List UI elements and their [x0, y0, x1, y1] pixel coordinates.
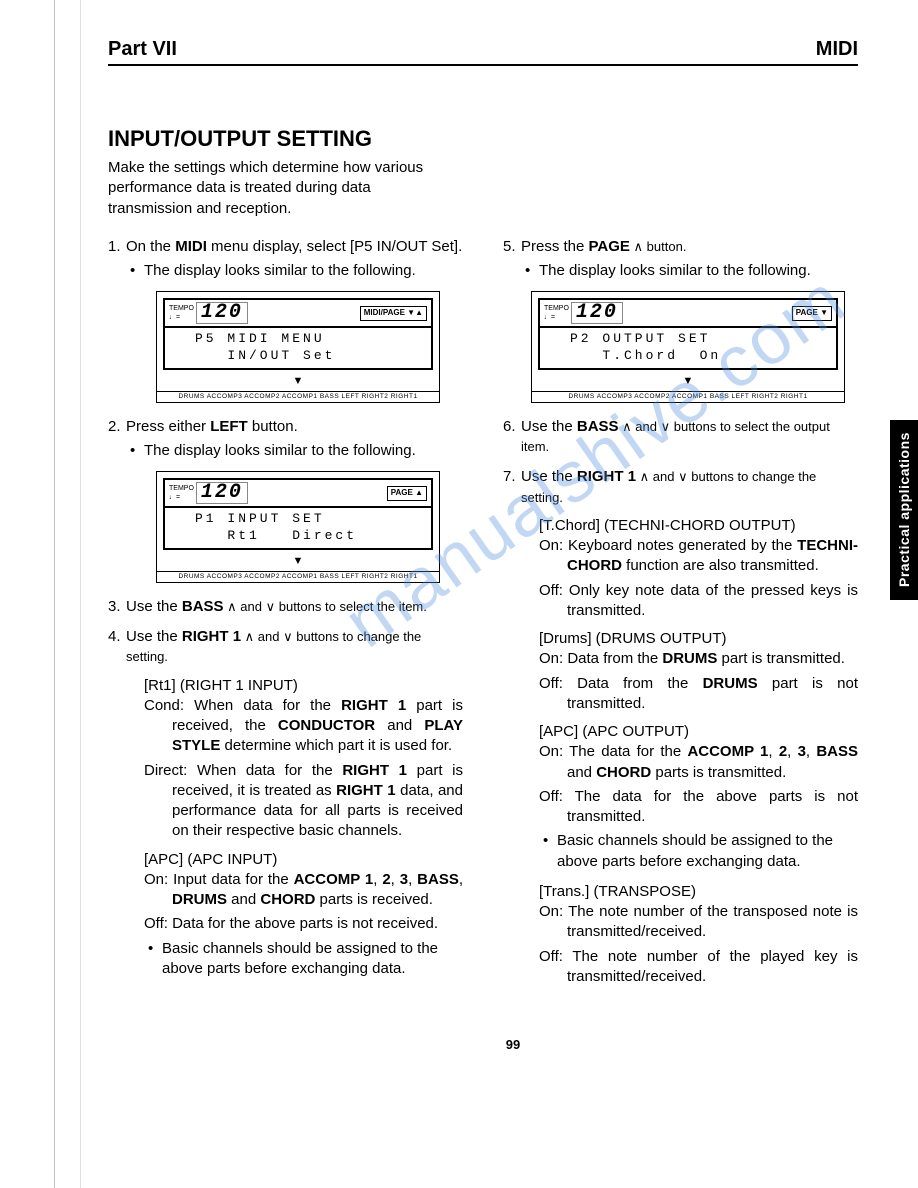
- step2-text: Press either LEFT button.: [126, 418, 298, 435]
- tchord-on: On: Keyboard notes generated by the TECH…: [567, 536, 858, 577]
- step5-bullet: The display looks similar to the followi…: [521, 261, 858, 281]
- tchord-block: [T.Chord] (TECHNI-CHORD OUTPUT) On: Keyb…: [539, 516, 858, 621]
- lcd3-keys: DRUMS ACCOMP3 ACCOMP2 ACCOMP1 BASS LEFT …: [532, 391, 844, 402]
- drums-block: [Drums] (DRUMS OUTPUT) On: Data from the…: [539, 629, 858, 714]
- apc-bullet: Basic channels should be assigned to the…: [144, 939, 463, 980]
- apc-out-bullets: Basic channels should be assigned to the…: [539, 831, 858, 872]
- lcd-display-1: TEMPO♩= 120 MIDI/PAGE ▼▲ P5 MIDI MENU IN…: [156, 291, 440, 403]
- page-spine: [54, 0, 55, 1188]
- step-5: Press the PAGE ∧ button. The display loo…: [503, 237, 858, 403]
- drums-label: [Drums] (DRUMS OUTPUT): [539, 629, 858, 649]
- steps-left: On the MIDI menu display, select [P5 IN/…: [108, 237, 463, 979]
- apc-out-block: [APC] (APC OUTPUT) On: The data for the …: [539, 722, 858, 872]
- step5-bullets: The display looks similar to the followi…: [521, 261, 858, 281]
- lcd2-pagebox: PAGE ▲: [387, 486, 427, 501]
- page-content: Part VII MIDI INPUT/OUTPUT SETTING Make …: [108, 0, 918, 1092]
- lcd2-tempo: 120: [196, 482, 248, 504]
- trans-label: [Trans.] (TRANSPOSE): [539, 882, 858, 902]
- intro-paragraph: Make the settings which determine how va…: [108, 158, 458, 219]
- step-4: Use the RIGHT 1 ∧ and ∨ buttons to chang…: [108, 627, 463, 979]
- apc-out-on: On: The data for the ACCOMP 1, 2, 3, BAS…: [567, 742, 858, 783]
- apc-on: On: Input data for the ACCOMP 1, 2, 3, B…: [172, 870, 463, 911]
- lcd3-tempo-label: TEMPO♩=: [544, 304, 569, 323]
- apc-label: [APC] (APC INPUT): [144, 850, 463, 870]
- step1-bullets: The display looks similar to the followi…: [126, 261, 463, 281]
- trans-on: On: The note number of the transposed no…: [567, 902, 858, 943]
- step2-bullets: The display looks similar to the followi…: [126, 441, 463, 461]
- lcd3-pagebox: PAGE ▼: [792, 306, 832, 321]
- lcd3-arrow: ▼: [538, 374, 838, 389]
- step-3: Use the BASS ∧ and ∨ buttons to select t…: [108, 597, 463, 617]
- apc-out-off: Off: The data for the above parts is not…: [567, 787, 858, 828]
- page-header: Part VII MIDI: [108, 38, 858, 66]
- lcd-display-2: TEMPO♩= 120 PAGE ▲ P1 INPUT SET Rt1 Dire…: [156, 471, 440, 583]
- page-number: 99: [108, 1037, 918, 1052]
- rt1-cond: Cond: When data for the RIGHT 1 part is …: [172, 696, 463, 757]
- lcd1-keys: DRUMS ACCOMP3 ACCOMP2 ACCOMP1 BASS LEFT …: [157, 391, 439, 402]
- two-column-layout: On the MIDI menu display, select [P5 IN/…: [108, 237, 858, 997]
- steps-right: Press the PAGE ∧ button. The display loo…: [503, 237, 858, 987]
- step2-bullet: The display looks similar to the followi…: [126, 441, 463, 461]
- lcd3-body: P2 OUTPUT SET T.Chord On: [540, 328, 836, 368]
- step-1: On the MIDI menu display, select [P5 IN/…: [108, 237, 463, 403]
- trans-block: [Trans.] (TRANSPOSE) On: The note number…: [539, 882, 858, 987]
- lcd2-tempo-label: TEMPO♩=: [169, 484, 194, 503]
- lcd2-body: P1 INPUT SET Rt1 Direct: [165, 508, 431, 548]
- apc-out-label: [APC] (APC OUTPUT): [539, 722, 858, 742]
- drums-on: On: Data from the DRUMS part is transmit…: [567, 649, 858, 669]
- rt1-label: [Rt1] (RIGHT 1 INPUT): [144, 676, 463, 696]
- right-column: Press the PAGE ∧ button. The display loo…: [503, 237, 858, 997]
- apc-block: [APC] (APC INPUT) On: Input data for the…: [144, 850, 463, 980]
- rt1-block: [Rt1] (RIGHT 1 INPUT) Cond: When data fo…: [144, 676, 463, 842]
- lcd1-body: P5 MIDI MENU IN/OUT Set: [165, 328, 431, 368]
- step-7: Use the RIGHT 1 ∧ and ∨ buttons to chang…: [503, 467, 858, 987]
- lcd2-keys: DRUMS ACCOMP3 ACCOMP2 ACCOMP1 BASS LEFT …: [157, 571, 439, 582]
- section-title: INPUT/OUTPUT SETTING: [108, 126, 918, 152]
- tchord-label: [T.Chord] (TECHNI-CHORD OUTPUT): [539, 516, 858, 536]
- lcd-display-3: TEMPO♩= 120 PAGE ▼ P2 OUTPUT SET T.Chord…: [531, 291, 845, 403]
- lcd2-arrow: ▼: [163, 554, 433, 569]
- lcd1-arrow: ▼: [163, 374, 433, 389]
- lcd1-tempo-label: TEMPO♩=: [169, 304, 194, 323]
- step-2: Press either LEFT button. The display lo…: [108, 417, 463, 583]
- page-spine-shadow: [80, 0, 81, 1188]
- header-part: Part VII: [108, 38, 177, 61]
- tchord-off: Off: Only key note data of the pressed k…: [567, 581, 858, 622]
- trans-off: Off: The note number of the played key i…: [567, 947, 858, 988]
- apc-out-bullet: Basic channels should be assigned to the…: [539, 831, 858, 872]
- apc-off: Off: Data for the above parts is not rec…: [172, 914, 463, 934]
- rt1-direct: Direct: When data for the RIGHT 1 part i…: [172, 761, 463, 842]
- drums-off: Off: Data from the DRUMS part is not tra…: [567, 674, 858, 715]
- lcd1-tempo: 120: [196, 302, 248, 324]
- left-column: On the MIDI menu display, select [P5 IN/…: [108, 237, 463, 997]
- step1-text: On the MIDI menu display, select [P5 IN/…: [126, 238, 462, 255]
- lcd1-pagebox: MIDI/PAGE ▼▲: [360, 306, 427, 321]
- lcd3-tempo: 120: [571, 302, 623, 324]
- step1-bullet: The display looks similar to the followi…: [126, 261, 463, 281]
- apc-bullets: Basic channels should be assigned to the…: [144, 939, 463, 980]
- step-6: Use the BASS ∧ and ∨ buttons to select t…: [503, 417, 858, 458]
- header-topic: MIDI: [816, 38, 858, 61]
